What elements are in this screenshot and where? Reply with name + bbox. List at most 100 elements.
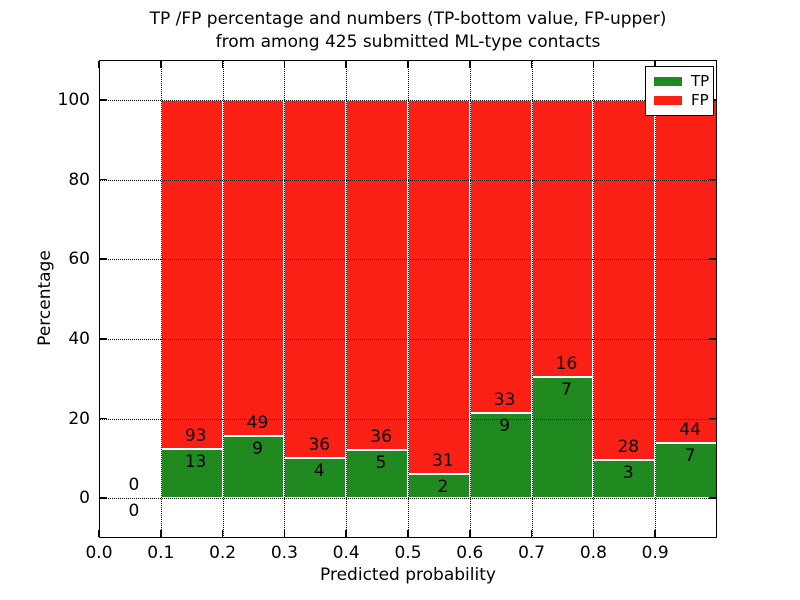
fp-count-label: 33 — [493, 389, 516, 410]
fp-count-label: 93 — [184, 426, 207, 447]
vertical-gridline — [160, 60, 162, 538]
bar-segment-fp — [222, 99, 285, 437]
vertical-gridline — [531, 60, 533, 538]
legend-label-fp: FP — [691, 91, 709, 109]
y-tick-mark — [100, 99, 107, 101]
bar-segment-tp — [222, 436, 285, 499]
bar-segment-fp — [346, 99, 408, 450]
x-tick-mark — [345, 530, 347, 537]
y-tick-mark-right — [709, 417, 716, 420]
bar-segment-fp — [284, 99, 347, 459]
legend-swatch-tp-icon — [653, 76, 683, 87]
x-tick-mark — [283, 530, 286, 537]
x-tick-label: 0.7 — [518, 543, 546, 563]
y-tick-label: 40 — [68, 328, 90, 349]
horizontal-gridline — [99, 498, 717, 500]
x-tick-mark — [592, 530, 595, 537]
x-tick-label: 0.6 — [456, 543, 484, 563]
tp-count-label: 4 — [313, 461, 325, 482]
horizontal-gridline — [99, 338, 717, 340]
bar-segment-fp — [160, 99, 223, 450]
y-tick-label: 60 — [68, 249, 90, 270]
y-tick-mark — [100, 258, 107, 260]
y-tick-mark-right — [709, 178, 716, 181]
horizontal-gridline — [99, 179, 717, 181]
vertical-gridline — [593, 60, 595, 538]
x-tick-label: 0.0 — [85, 543, 113, 563]
vertical-gridline — [655, 60, 657, 538]
fp-count-label: 16 — [555, 353, 578, 374]
x-tick-mark — [530, 530, 533, 537]
legend-swatch-fp-icon — [653, 95, 683, 106]
bar-segment-fp — [655, 99, 717, 444]
chart-title: TP /FP percentage and numbers (TP-bottom… — [99, 8, 717, 54]
x-tick-mark-top — [345, 61, 347, 68]
bar-segment-tp — [655, 443, 717, 499]
bar-segment-tp — [408, 474, 470, 499]
tp-count-label: 2 — [437, 477, 449, 498]
legend-label-tp: TP — [691, 72, 710, 90]
chart-title-line1: TP /FP percentage and numbers (TP-bottom… — [149, 9, 667, 29]
fp-count-label: 49 — [246, 413, 269, 434]
tp-count-label: 7 — [684, 446, 696, 467]
bar-segment-fp — [593, 99, 656, 460]
y-tick-label: 80 — [68, 169, 90, 190]
tp-count-label: 0 — [128, 501, 140, 522]
x-tick-label: 0.3 — [270, 543, 298, 563]
y-tick-mark-right — [709, 497, 716, 499]
fp-count-label: 0 — [128, 475, 140, 496]
x-tick-mark — [469, 530, 471, 537]
x-tick-label: 0.1 — [147, 543, 175, 563]
x-tick-label: 0.2 — [209, 543, 237, 563]
tp-count-label: 7 — [561, 379, 572, 400]
x-tick-mark-top — [221, 61, 224, 68]
legend-row: TP — [653, 72, 713, 91]
tp-count-label: 3 — [622, 462, 634, 483]
y-tick-mark — [100, 338, 107, 340]
fp-count-label: 36 — [308, 435, 331, 456]
tp-count-label: 9 — [499, 415, 511, 436]
horizontal-gridline — [99, 418, 717, 420]
x-tick-label: 0.5 — [394, 543, 422, 563]
x-tick-label: 0.4 — [332, 543, 360, 563]
x-tick-mark — [407, 530, 409, 537]
bar-segment-tp — [531, 376, 594, 499]
chart-title-line2: from among 425 submitted ML-type contact… — [215, 32, 601, 52]
fp-count-label: 28 — [617, 436, 640, 457]
x-axis-title: Predicted probability — [320, 565, 496, 585]
x-tick-mark-top — [469, 61, 471, 68]
fp-count-label: 31 — [432, 451, 454, 472]
x-tick-label: 0.9 — [641, 543, 669, 563]
vertical-gridline — [346, 60, 348, 538]
horizontal-gridline — [99, 259, 717, 261]
vertical-gridline — [469, 60, 471, 538]
y-tick-label: 100 — [57, 89, 90, 110]
x-tick-mark — [221, 530, 224, 537]
x-tick-label: 0.8 — [579, 543, 607, 563]
tp-count-label: 5 — [375, 452, 387, 473]
bar-segment-tp — [160, 449, 223, 499]
x-tick-mark-top — [654, 61, 656, 68]
x-tick-mark-top — [98, 61, 100, 68]
y-tick-mark — [100, 178, 107, 181]
vertical-gridline — [284, 60, 286, 538]
y-tick-mark-right — [709, 338, 716, 340]
tp-count-label: 9 — [252, 439, 263, 460]
vertical-gridline — [408, 60, 409, 538]
x-tick-mark-top — [407, 61, 409, 68]
y-tick-label: 0 — [79, 488, 90, 509]
y-tick-mark — [100, 417, 107, 420]
legend-row: FP — [653, 91, 713, 110]
x-tick-mark-top — [530, 61, 533, 68]
tp-count-label: 13 — [184, 452, 207, 473]
y-tick-mark — [100, 497, 107, 499]
x-tick-mark-top — [283, 61, 286, 68]
y-axis-title: Percentage — [35, 250, 55, 346]
fp-count-label: 36 — [370, 426, 392, 447]
y-tick-label: 20 — [68, 408, 90, 429]
vertical-gridline — [222, 60, 224, 538]
x-tick-mark — [654, 530, 656, 537]
horizontal-gridline — [99, 99, 717, 101]
legend: TP FP — [645, 66, 714, 116]
